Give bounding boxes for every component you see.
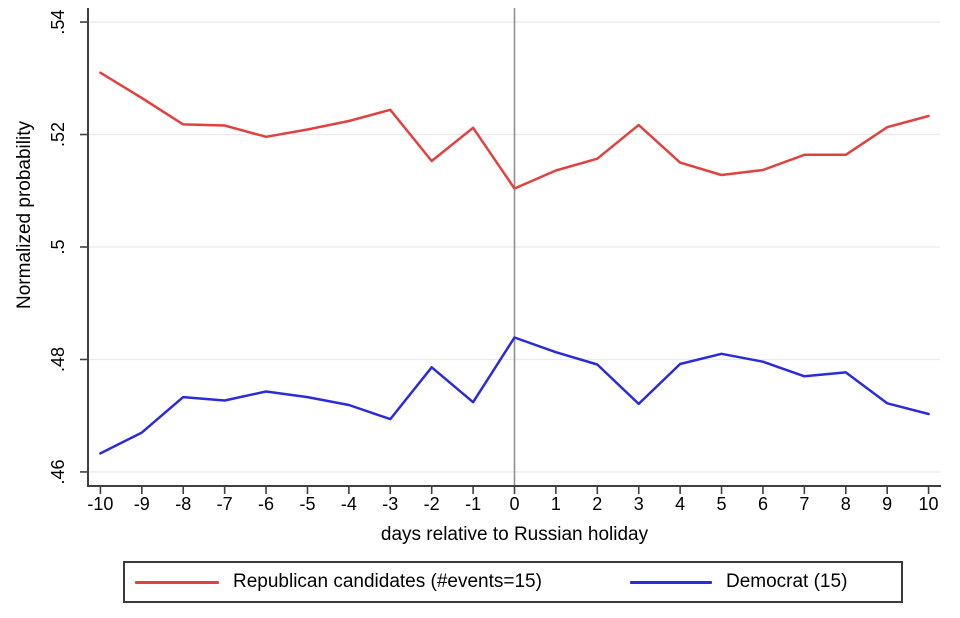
y-tick-label: .52 bbox=[48, 122, 68, 147]
x-tick-label: -4 bbox=[341, 494, 357, 514]
y-tick-label: .5 bbox=[48, 239, 68, 254]
democrat-line-swatch bbox=[629, 580, 712, 584]
x-tick-label: -8 bbox=[175, 494, 191, 514]
x-tick-label: 10 bbox=[919, 494, 939, 514]
x-tick-label: 1 bbox=[551, 494, 561, 514]
x-tick-label: 5 bbox=[717, 494, 727, 514]
x-tick-label: 7 bbox=[799, 494, 809, 514]
legend-item-republican: Republican candidates (#events=15) bbox=[135, 571, 542, 593]
legend-label-republican: Republican candidates (#events=15) bbox=[233, 571, 542, 592]
x-tick-label: 2 bbox=[592, 494, 602, 514]
x-axis-title: days relative to Russian holiday bbox=[381, 524, 649, 545]
y-axis-title: Normalized probability bbox=[14, 121, 35, 309]
y-tick-label: .48 bbox=[48, 347, 68, 372]
legend-label-democrat: Democrat (15) bbox=[725, 571, 848, 592]
republican-line-swatch bbox=[135, 580, 219, 584]
y-tick-label: .46 bbox=[48, 459, 68, 484]
democrat-series-line bbox=[99, 336, 930, 455]
y-tick-label: .54 bbox=[48, 10, 68, 35]
x-tick-label: -2 bbox=[424, 494, 440, 514]
x-tick-label: 4 bbox=[675, 494, 685, 514]
legend-box: Republican candidates (#events=15) Democ… bbox=[123, 561, 903, 603]
x-tick-label: -9 bbox=[134, 494, 150, 514]
x-tick-label: 0 bbox=[509, 494, 519, 514]
x-tick-label: -1 bbox=[465, 494, 481, 514]
x-tick-label: 3 bbox=[634, 494, 644, 514]
x-tick-label: 9 bbox=[882, 494, 892, 514]
x-tick-label: 6 bbox=[758, 494, 768, 514]
legend-item-democrat: Democrat (15) bbox=[629, 571, 848, 593]
x-tick-label: -6 bbox=[258, 494, 274, 514]
x-tick-label: -10 bbox=[87, 494, 113, 514]
x-tick-label: -5 bbox=[299, 494, 315, 514]
x-tick-label: -7 bbox=[217, 494, 233, 514]
republican-series-line bbox=[99, 71, 930, 190]
x-tick-label: -3 bbox=[382, 494, 398, 514]
x-tick-label: 8 bbox=[841, 494, 851, 514]
